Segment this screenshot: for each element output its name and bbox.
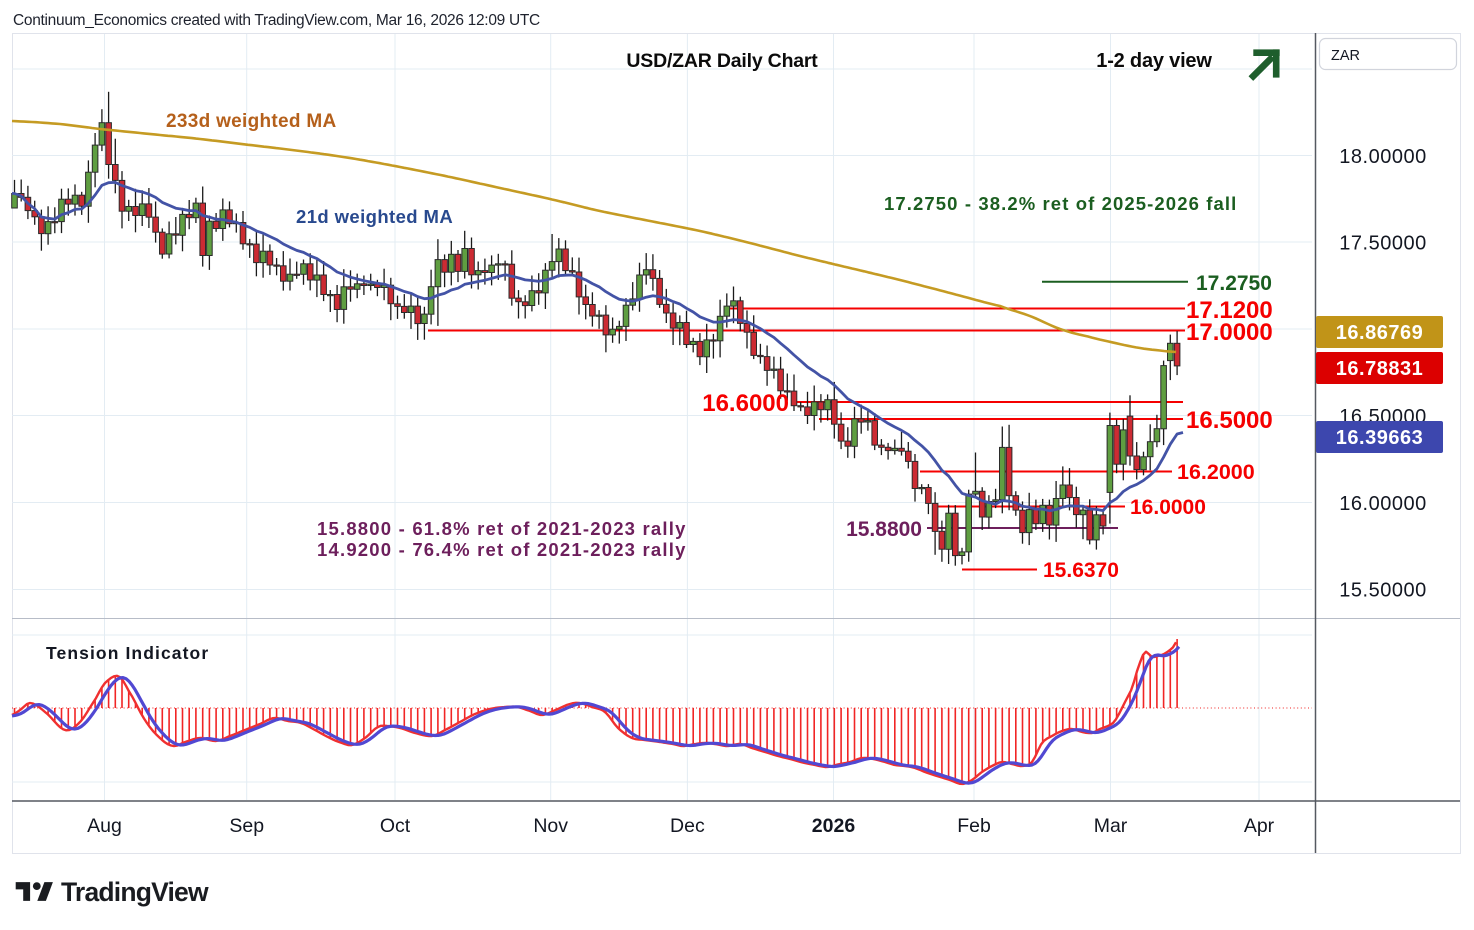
svg-text:15.6370: 15.6370 [1043,559,1119,582]
svg-text:Aug: Aug [87,815,122,837]
svg-text:TradingView: TradingView [61,877,209,907]
svg-text:14.9200 - 76.4% ret of 2021-20: 14.9200 - 76.4% ret of 2021-2023 rally [317,539,687,560]
svg-text:16.39663: 16.39663 [1336,427,1423,449]
svg-text:Continuum_Economics created wi: Continuum_Economics created with Trading… [13,12,540,29]
svg-text:Sep: Sep [229,815,264,837]
svg-text:16.00000: 16.00000 [1339,493,1426,515]
svg-text:17.2750 - 38.2% ret of 2025-20: 17.2750 - 38.2% ret of 2025-2026 fall [884,193,1237,214]
svg-text:Mar: Mar [1094,815,1128,837]
svg-text:16.86769: 16.86769 [1336,322,1423,344]
svg-text:17.1200: 17.1200 [1186,297,1273,324]
svg-text:Oct: Oct [380,815,411,837]
svg-text:17.2750: 17.2750 [1196,272,1272,295]
svg-text:16.5000: 16.5000 [1186,407,1273,434]
svg-text:16.2000: 16.2000 [1177,460,1255,484]
svg-text:233d weighted MA: 233d weighted MA [166,111,337,132]
svg-text:Nov: Nov [533,815,568,837]
svg-text:17.0000: 17.0000 [1186,319,1273,346]
svg-text:2026: 2026 [812,815,856,837]
svg-text:ZAR: ZAR [1331,48,1360,64]
svg-text:15.50000: 15.50000 [1339,580,1426,602]
svg-text:Dec: Dec [670,815,705,837]
svg-text:15.8800 - 61.8% ret of 2021-20: 15.8800 - 61.8% ret of 2021-2023 rally [317,518,687,539]
svg-text:21d weighted MA: 21d weighted MA [296,206,453,227]
svg-text:USD/ZAR Daily Chart: USD/ZAR Daily Chart [626,50,818,72]
svg-text:Tension Indicator: Tension Indicator [46,643,209,663]
svg-text:16.6000: 16.6000 [702,390,789,417]
svg-text:16.0000: 16.0000 [1130,496,1206,519]
svg-text:16.78831: 16.78831 [1336,358,1423,380]
svg-text:Feb: Feb [957,815,991,837]
svg-text:17.50000: 17.50000 [1339,233,1426,255]
svg-text:Apr: Apr [1244,815,1275,837]
svg-text:15.8800: 15.8800 [846,518,922,541]
svg-text:18.00000: 18.00000 [1339,146,1426,168]
svg-text:1-2 day view: 1-2 day view [1096,50,1212,72]
